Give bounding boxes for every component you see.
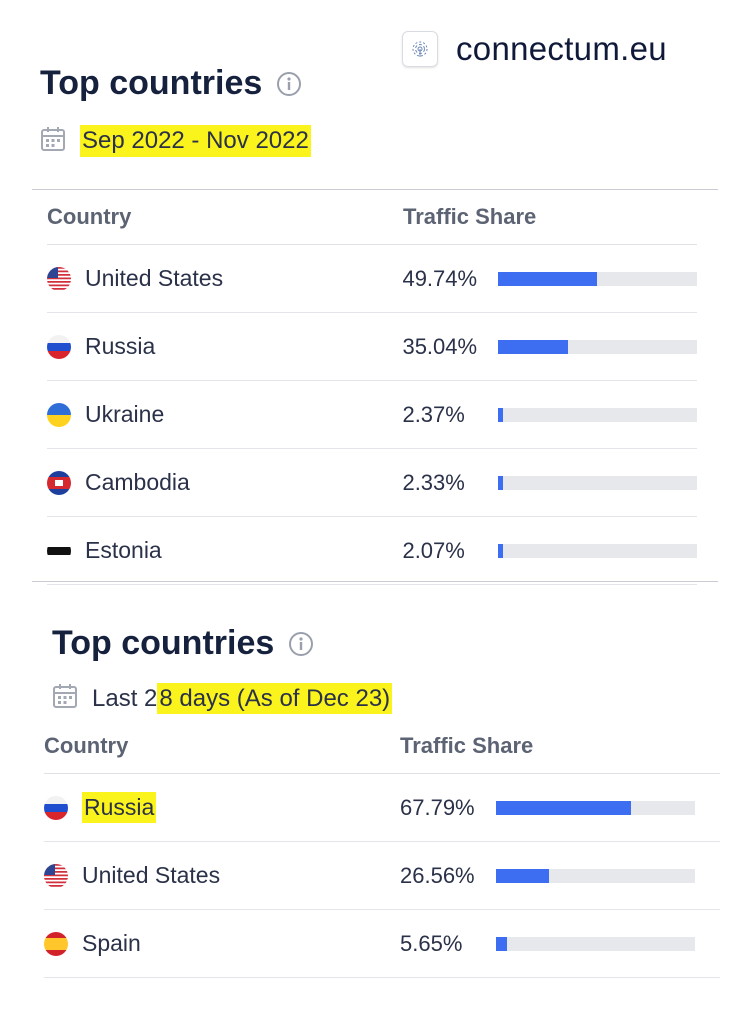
kh-flag-icon xyxy=(47,470,71,495)
info-icon[interactable] xyxy=(276,71,302,97)
table-row[interactable]: United States 26.56% xyxy=(44,842,720,910)
country-name[interactable]: Russia xyxy=(85,333,156,359)
info-icon[interactable] xyxy=(288,631,314,657)
ru-flag-icon xyxy=(47,334,71,359)
ru-flag-icon xyxy=(44,795,68,820)
traffic-share-value: 2.37% xyxy=(402,401,465,427)
table-row[interactable]: Spain 5.65% xyxy=(44,910,720,978)
section-title: Top countries xyxy=(52,624,275,662)
divider xyxy=(32,189,718,190)
date-range: Sep 2022 - Nov 2022 xyxy=(80,125,311,157)
traffic-share-value: 26.56% xyxy=(400,862,475,888)
column-traffic-share: Traffic Share xyxy=(403,204,537,229)
country-cell: Russia xyxy=(44,792,400,823)
country-name[interactable]: United States xyxy=(85,265,224,291)
traffic-share-bar-fill xyxy=(498,339,568,354)
traffic-share-bar xyxy=(498,271,697,286)
country-name[interactable]: Ukraine xyxy=(85,401,165,427)
table-header: Country Traffic Share xyxy=(44,719,720,774)
country-cell: United States xyxy=(47,265,402,292)
traffic-share-bar xyxy=(496,800,695,815)
country-name[interactable]: Russia xyxy=(82,792,157,823)
table-row[interactable]: Russia 67.79% xyxy=(44,774,720,842)
date-range: Last 28 days (As of Dec 23) xyxy=(92,682,393,714)
traffic-share-bar-fill xyxy=(498,407,504,422)
date-range-highlight: 8 days (As of Dec 23) xyxy=(157,682,393,714)
traffic-share-bar xyxy=(498,543,697,558)
table-row[interactable]: United States 49.74% xyxy=(47,245,697,313)
traffic-share-value: 49.74% xyxy=(402,265,478,291)
traffic-share-bar xyxy=(498,339,697,354)
traffic-share-bar-fill xyxy=(496,800,631,815)
divider xyxy=(32,581,718,582)
us-flag-icon xyxy=(44,863,68,888)
fingerprint-icon xyxy=(402,31,438,67)
us-flag-icon xyxy=(47,266,71,291)
country-name[interactable]: United States xyxy=(82,862,221,888)
brand-name: connectum.eu xyxy=(456,30,667,67)
table-row[interactable]: Ukraine 2.37% xyxy=(47,381,697,449)
table-header: Country Traffic Share xyxy=(47,190,697,245)
date-range-prefix: Last 2 xyxy=(92,684,158,712)
traffic-share-value: 5.65% xyxy=(400,930,463,956)
traffic-share-bar-fill xyxy=(498,475,504,490)
country-cell: Estonia xyxy=(47,537,402,564)
country-cell: United States xyxy=(44,862,400,889)
countries-table-2: Country Traffic Share Russia 67.79% United… xyxy=(44,719,720,978)
traffic-share-bar-fill xyxy=(496,936,508,951)
traffic-share-bar-fill xyxy=(496,868,549,883)
es-flag-icon xyxy=(44,931,68,956)
traffic-share-bar-fill xyxy=(498,543,504,558)
column-traffic-share: Traffic Share xyxy=(400,733,534,758)
calendar-icon xyxy=(40,126,66,157)
traffic-share-value: 2.07% xyxy=(402,537,465,563)
top-countries-section-1: Top countries Sep 2022 - Nov 2022 xyxy=(40,64,311,157)
top-countries-section-2: Top countries Last 28 days (As of Dec 23… xyxy=(52,624,393,714)
country-name[interactable]: Estonia xyxy=(85,537,162,563)
country-cell: Ukraine xyxy=(47,401,402,428)
table-row[interactable]: Russia 35.04% xyxy=(47,313,697,381)
column-country: Country xyxy=(47,204,132,229)
ua-flag-icon xyxy=(47,402,71,427)
traffic-share-value: 67.79% xyxy=(400,794,475,820)
country-cell: Spain xyxy=(44,930,400,957)
traffic-share-bar-fill xyxy=(498,271,598,286)
traffic-share-bar xyxy=(496,936,695,951)
brand: connectum.eu xyxy=(402,30,667,68)
country-name[interactable]: Cambodia xyxy=(85,469,190,495)
traffic-share-bar xyxy=(498,475,697,490)
traffic-share-value: 35.04% xyxy=(402,333,478,359)
traffic-share-bar xyxy=(496,868,695,883)
table-row[interactable]: Cambodia 2.33% xyxy=(47,449,697,517)
column-country: Country xyxy=(44,733,129,758)
traffic-share-value: 2.33% xyxy=(402,469,465,495)
calendar-icon xyxy=(52,683,78,714)
traffic-share-bar xyxy=(498,407,697,422)
section-title: Top countries xyxy=(40,64,263,102)
table-row[interactable]: Estonia 2.07% xyxy=(47,517,697,585)
country-cell: Russia xyxy=(47,333,402,360)
countries-table-1: Country Traffic Share United States 49.74… xyxy=(47,190,697,585)
country-cell: Cambodia xyxy=(47,469,402,496)
ee-flag-icon xyxy=(47,538,71,563)
country-name[interactable]: Spain xyxy=(82,930,141,956)
